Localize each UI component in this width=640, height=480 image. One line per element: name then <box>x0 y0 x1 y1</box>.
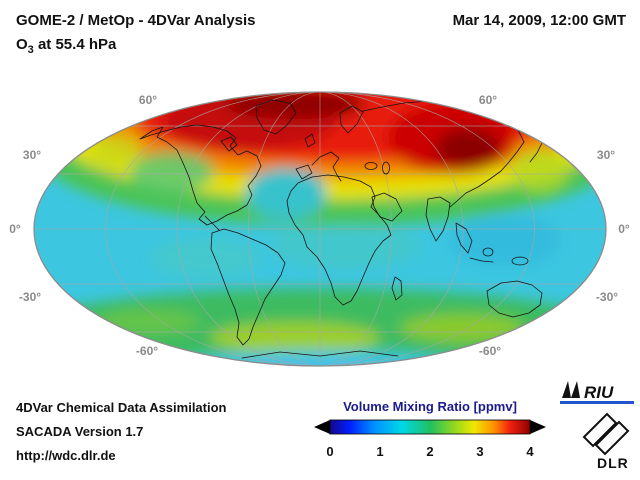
riu-logo-underline <box>560 401 634 404</box>
ozone-concentration-field <box>34 92 606 366</box>
species-subscript: 3 <box>27 44 34 56</box>
footer-line-url: http://wdc.dlr.de <box>16 448 116 463</box>
new-zealand-coastline <box>555 321 563 338</box>
dlr-logo-emblem-2 <box>594 420 630 456</box>
africa-coastline <box>286 174 392 306</box>
colorbar-left-arrow <box>314 420 330 434</box>
black-sea-outline <box>364 162 378 170</box>
iberia-coastline <box>295 164 313 180</box>
japan-coastline <box>529 142 543 163</box>
latitude-labels: 60° 60° 30° 30° 0° 0° -30° -30° -60° -60… <box>9 93 630 358</box>
south-america-coastline <box>210 228 286 346</box>
figure-title: GOME-2 / MetOp - 4DVar Analysis <box>16 12 256 29</box>
indonesia-coastline <box>469 257 494 263</box>
india-coastline <box>425 196 451 242</box>
hudson-bay-coastline <box>220 136 238 152</box>
riu-logo-mark-2 <box>571 381 580 398</box>
arabia-coastline <box>371 192 403 222</box>
colorbar: Volume Mixing Ratio [ppmv] 0 1 2 3 4 <box>314 399 546 459</box>
southeast-asia-coastline <box>455 222 473 254</box>
lat-label-30s-left: -30° <box>19 290 41 304</box>
borneo-outline <box>482 247 494 257</box>
footer-line-assimilation: 4DVar Chemical Data Assimilation <box>16 400 227 415</box>
central-america-coastline <box>204 215 220 231</box>
colorbar-gradient <box>329 419 531 435</box>
lat-label-60s-left: -60° <box>136 344 158 358</box>
australia-coastline <box>486 280 543 318</box>
colorbar-tick-3: 3 <box>476 444 483 459</box>
dlr-logo-emblem <box>582 412 618 448</box>
lat-label-eq-right: 0° <box>618 222 630 236</box>
colorbar-tick-1: 1 <box>376 444 383 459</box>
footer-line-version: SACADA Version 1.7 <box>16 424 144 439</box>
colorbar-tick-4: 4 <box>526 444 534 459</box>
scandinavia-coastline <box>339 105 364 134</box>
lat-label-60s-right: -60° <box>479 344 501 358</box>
figure-subtitle: O3 at 55.4 hPa <box>16 36 116 56</box>
antarctica-coastline <box>241 350 399 359</box>
dlr-logo: DLR <box>582 412 630 471</box>
greenland-coastline <box>255 99 297 135</box>
dlr-logo-text: DLR <box>597 455 629 471</box>
lat-label-30n-left: 30° <box>23 148 41 162</box>
species-symbol: O <box>16 36 28 53</box>
lat-label-30s-right: -30° <box>596 290 618 304</box>
globe-outline <box>33 91 607 367</box>
riu-logo-mark <box>562 381 571 398</box>
lat-label-60n-right: 60° <box>479 93 497 107</box>
east-asia-coastline <box>449 141 525 208</box>
pressure-level: at 55.4 hPa <box>33 36 117 53</box>
colorbar-tick-0: 0 <box>326 444 333 459</box>
caspian-sea-outline <box>382 161 390 175</box>
colorbar-right-arrow <box>530 420 546 434</box>
europe-coastline <box>311 151 342 182</box>
analysis-datetime: Mar 14, 2009, 12:00 GMT <box>452 12 626 29</box>
lat-label-30n-right: 30° <box>597 148 615 162</box>
colorbar-title: Volume Mixing Ratio [ppmv] <box>343 399 517 414</box>
british-isles-coastline <box>304 133 316 148</box>
north-america-coastline <box>139 124 262 226</box>
new-guinea-outline <box>511 256 529 266</box>
riu-logo-text: RIU <box>584 383 614 402</box>
colorbar-tick-2: 2 <box>426 444 433 459</box>
lat-label-eq-left: 0° <box>9 222 21 236</box>
riu-logo: RIU <box>560 381 634 404</box>
lat-label-60n-left: 60° <box>139 93 157 107</box>
madagascar-coastline <box>391 276 403 301</box>
